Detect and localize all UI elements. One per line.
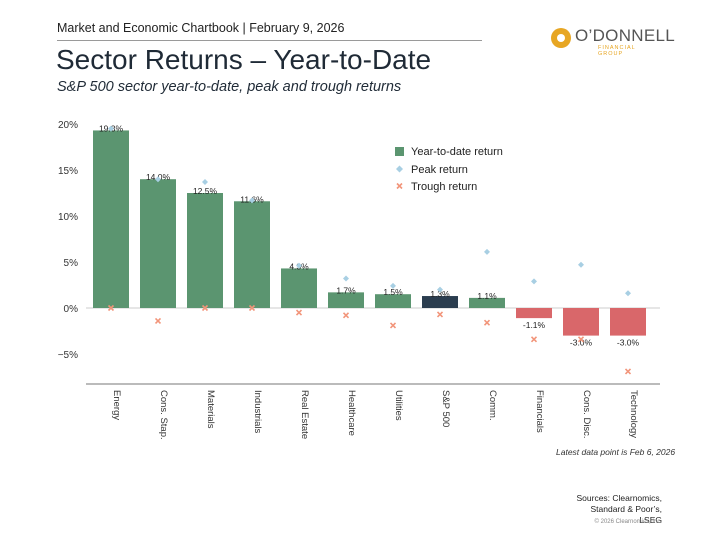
peak-marker (202, 178, 208, 185)
bar-ytd (469, 297, 505, 308)
x-tick-label: Cons. Stap. (158, 390, 169, 440)
logo-subtitle: FINANCIAL GROUP (598, 45, 636, 57)
bar-ytd (281, 268, 317, 308)
page-subtitle: S&P 500 sector year-to-date, peak and tr… (57, 79, 402, 95)
bar-ytd (375, 294, 411, 308)
x-tick-label: S&P 500 (440, 390, 451, 427)
y-tick-label: −5% (58, 350, 78, 361)
y-tick-label: 5% (64, 258, 79, 269)
header-divider (57, 40, 482, 41)
data-label: 1.3% (430, 289, 450, 299)
y-tick-label: 15% (58, 166, 78, 177)
sources-line: Standard & Poor’s, (590, 504, 662, 514)
legend-swatch-trough (396, 182, 403, 190)
data-label: 1.7% (336, 285, 356, 295)
chart-footnote: Latest data point is Feb 6, 2026 (556, 447, 676, 457)
y-tick-label: 10% (58, 212, 78, 223)
peak-marker (108, 125, 114, 132)
legend-label: Peak return (411, 164, 468, 176)
data-label: -1.1% (523, 320, 546, 330)
bar-ytd (328, 292, 364, 308)
bar-ytd (140, 179, 176, 308)
trough-marker (295, 309, 303, 316)
x-tick-label: Utilities (393, 390, 404, 421)
data-label: -3.0% (570, 338, 593, 348)
trough-marker (248, 304, 256, 312)
company-logo: O’DONNELL FINANCIAL GROUP (551, 26, 675, 57)
bar-ytd (187, 193, 223, 308)
trough-marker (154, 317, 162, 324)
peak-marker (343, 275, 349, 282)
x-tick-label: Comm. (487, 390, 498, 421)
x-tick-label: Real Estate (299, 390, 310, 439)
x-tick-label: Energy (111, 390, 122, 420)
legend-swatch-peak (396, 165, 403, 173)
peak-marker (625, 290, 631, 297)
sources-line: Sources: Clearnomics, (576, 493, 662, 503)
y-tick-label: 0% (64, 304, 79, 315)
x-tick-label: Cons. Disc. (581, 390, 592, 439)
trough-marker (389, 322, 397, 329)
chartbook-header: Market and Economic Chartbook | February… (57, 21, 345, 35)
bar-ytd (516, 308, 552, 319)
page-title: Sector Returns – Year-to-Date (56, 44, 432, 75)
x-tick-label: Financials (534, 390, 545, 433)
data-label: 1.5% (383, 287, 403, 297)
legend-swatch-ytd (395, 147, 404, 156)
odonnell-logo-icon (551, 28, 571, 48)
x-tick-label: Materials (205, 390, 216, 429)
trough-marker (530, 336, 538, 343)
peak-marker (578, 261, 584, 268)
bar-ytd (610, 308, 646, 336)
sources-note: Sources: Clearnomics, Standard & Poor’s,… (552, 493, 662, 526)
legend-label: Year-to-date return (411, 146, 503, 158)
peak-marker (437, 286, 443, 293)
trough-marker (436, 311, 444, 318)
bar-ytd (563, 308, 599, 336)
trough-marker (624, 368, 632, 375)
peak-marker (390, 282, 396, 289)
data-label: 1.1% (477, 291, 497, 301)
y-tick-label: 20% (58, 120, 78, 131)
logo-wordmark: O’DONNELL (575, 26, 676, 45)
trough-marker (107, 304, 115, 312)
trough-marker (483, 319, 491, 326)
peak-marker (296, 262, 302, 269)
copyright: © 2026 Clearnomics, Inc. (594, 519, 662, 525)
bar-ytd (93, 130, 129, 308)
trough-marker (342, 312, 350, 319)
trough-marker (201, 304, 209, 312)
data-label: -3.0% (617, 338, 640, 348)
bar-ytd (422, 296, 458, 308)
bar-ytd (234, 201, 270, 308)
peak-marker (484, 248, 490, 255)
peak-marker (249, 197, 255, 204)
sources-line: LSEG (639, 515, 662, 525)
legend-label: Trough return (411, 181, 477, 193)
peak-marker (155, 176, 161, 183)
trough-marker (577, 336, 585, 343)
x-tick-label: Healthcare (346, 390, 357, 436)
x-tick-label: Technology (628, 390, 639, 438)
x-tick-label: Industrials (252, 390, 263, 434)
data-label: 12.5% (193, 186, 218, 196)
peak-marker (531, 278, 537, 285)
